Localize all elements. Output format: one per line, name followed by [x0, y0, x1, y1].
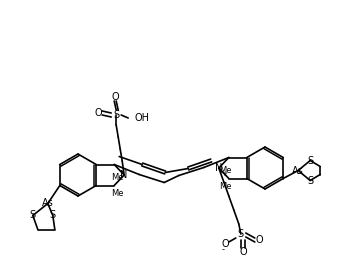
Text: As: As: [292, 166, 304, 175]
Text: O: O: [94, 108, 102, 118]
Text: S: S: [307, 155, 313, 166]
Text: N: N: [120, 170, 128, 180]
Text: O: O: [111, 92, 119, 102]
Text: Me: Me: [111, 173, 124, 182]
Text: OH: OH: [134, 113, 149, 123]
Text: O: O: [239, 247, 247, 257]
Text: S: S: [307, 175, 313, 186]
Text: Me: Me: [220, 182, 232, 191]
Text: S: S: [113, 110, 119, 120]
Text: O: O: [255, 235, 263, 245]
Text: S: S: [30, 210, 36, 221]
Text: S: S: [50, 210, 56, 221]
Text: Me: Me: [220, 166, 232, 175]
Text: Me: Me: [111, 189, 124, 198]
Text: S: S: [238, 229, 244, 239]
Text: -: -: [221, 246, 224, 254]
Text: +: +: [221, 171, 227, 177]
Text: N: N: [215, 163, 223, 173]
Text: As: As: [42, 199, 54, 208]
Text: O: O: [221, 239, 229, 249]
